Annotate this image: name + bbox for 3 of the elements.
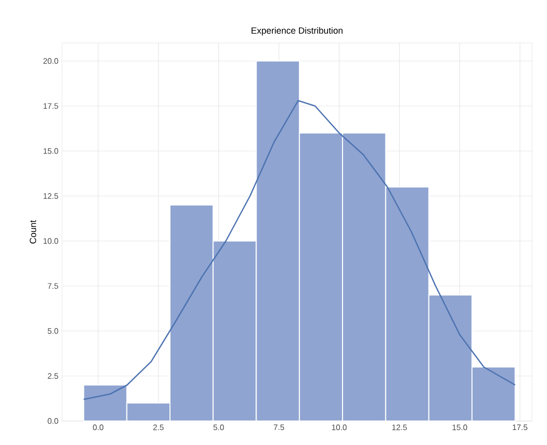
chart-title: Experience Distribution — [252, 27, 342, 36]
line-series — [83, 100, 516, 400]
y-axis-title: Count — [30, 220, 36, 244]
